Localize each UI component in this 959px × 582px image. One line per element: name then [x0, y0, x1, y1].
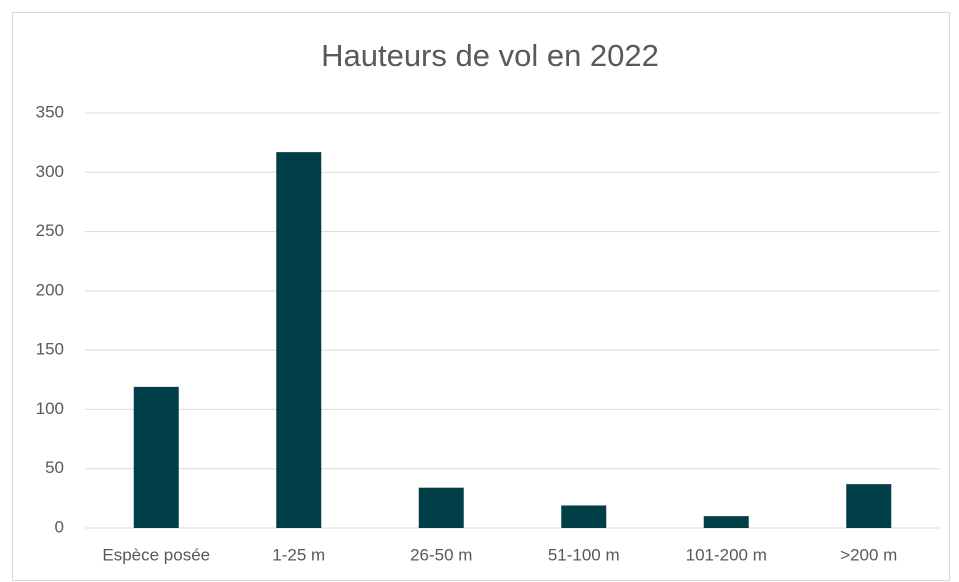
y-tick-label: 200 — [36, 280, 64, 299]
x-tick-label: Espèce posée — [102, 545, 210, 564]
x-tick-label: 1-25 m — [272, 545, 325, 564]
y-tick-label: 0 — [55, 517, 64, 536]
bar — [846, 484, 892, 528]
bar — [703, 516, 749, 528]
y-tick-label: 350 — [36, 102, 64, 121]
y-tick-label: 250 — [36, 221, 64, 240]
y-tick-label: 150 — [36, 340, 64, 359]
x-tick-label: >200 m — [840, 545, 897, 564]
bar — [418, 487, 464, 528]
chart-title: Hauteurs de vol en 2022 — [321, 38, 659, 73]
x-tick-label: 26-50 m — [410, 545, 472, 564]
bar — [561, 505, 607, 528]
x-tick-label: 101-200 m — [686, 545, 767, 564]
x-tick-label: 51-100 m — [548, 545, 620, 564]
bar — [133, 386, 179, 528]
y-tick-label: 300 — [36, 162, 64, 181]
y-tick-label: 50 — [45, 458, 64, 477]
bar — [276, 152, 322, 528]
y-tick-label: 100 — [36, 399, 64, 418]
